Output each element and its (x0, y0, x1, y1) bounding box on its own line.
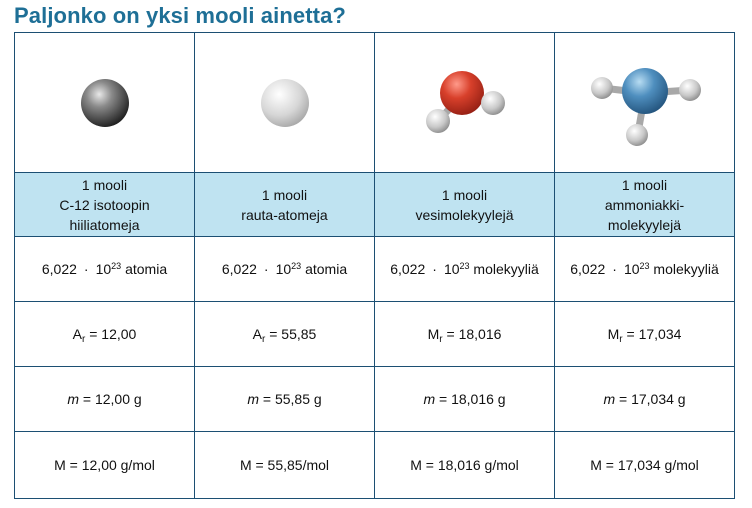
text-value: C-12 isotoopin (59, 196, 150, 213)
water-mass: m = 18,016 g (374, 366, 555, 432)
text-value: · (432, 261, 437, 277)
carbon-mass: m = 12,00 g (14, 366, 195, 432)
text-value: molekyylejä (607, 216, 682, 233)
text-value: = 55,85 g (259, 391, 322, 407)
text-value: atomia (305, 261, 348, 277)
text-value: · (263, 261, 269, 277)
text-value: 6,022 (41, 261, 77, 277)
carbon-atom-icon (80, 78, 129, 127)
text-value: 23 (111, 261, 122, 271)
ammonia-mass: m = 17,034 g (554, 366, 735, 432)
text-value: 1 mooli (81, 176, 128, 193)
text-value: r (619, 334, 623, 345)
text-value: = 12,00 (85, 326, 137, 342)
text-value: 1 mooli (441, 186, 488, 203)
text-value: ammoniakki- (604, 196, 685, 213)
water-molar-mass: M = 18,016 g/mol (374, 431, 555, 499)
text-value: m (247, 391, 259, 407)
text-value: r (82, 334, 86, 345)
text-value: r (262, 334, 266, 345)
ammonia-relative-mass: Mr = 17,034 (554, 301, 735, 367)
mass-row: m = 12,00 g m = 55,85 g m = 18,016 g m =… (14, 366, 735, 432)
iron-count: 6,022 · 1023 atomia (194, 236, 375, 302)
substance-name-row: 1 mooli C-12 isotoopin hiiliatomeja 1 mo… (14, 172, 735, 237)
ammonia-molecule-icon (590, 67, 701, 146)
text-value: = 18,016 (442, 326, 502, 342)
text-value: r (439, 334, 443, 345)
carbon-relative-mass: Ar = 12,00 (14, 301, 195, 367)
water-cell (374, 32, 555, 173)
text-value: 23 (639, 261, 650, 271)
mole-comparison-table: 1 mooli C-12 isotoopin hiiliatomeja 1 mo… (14, 32, 735, 499)
text-value: = 55,85 (265, 326, 317, 342)
molar-mass-row: M = 12,00 g/mol M = 55,85/mol M = 18,016… (14, 431, 735, 499)
water-molecule-icon (425, 70, 505, 133)
text-value: m (603, 391, 616, 407)
text-value: m (423, 391, 436, 407)
iron-cell (194, 32, 375, 173)
iron-relative-mass: Ar = 55,85 (194, 301, 375, 367)
text-value: 23 (459, 261, 470, 271)
iron-name: 1 mooli rauta-atomeja (194, 172, 375, 237)
water-relative-mass: Mr = 18,016 (374, 301, 555, 367)
text-value: 1 mooli (261, 186, 308, 203)
relative-mass-row: Ar = 12,00 Ar = 55,85 Mr = 18,016 Mr = 1… (14, 301, 735, 367)
ammonia-molar-mass: M = 17,034 g/mol (554, 431, 735, 499)
text-value: atomia (125, 261, 168, 277)
text-value: vesimolekyylejä (415, 206, 514, 223)
text-value: m (67, 391, 79, 407)
text-value: 6,022 (570, 261, 606, 277)
text-value: molekyyliä (473, 261, 539, 277)
carbon-name: 1 mooli C-12 isotoopin hiiliatomeja (14, 172, 195, 237)
text-value: A (72, 326, 82, 342)
text-value: · (612, 261, 617, 277)
text-value: = 17,034 g (615, 391, 686, 407)
text-value: 10 (275, 261, 292, 277)
text-value: M (607, 326, 620, 342)
particle-count-row: 6,022 · 1023 atomia 6,022 · 1023 atomia 6,02… (14, 236, 735, 302)
iron-mass: m = 55,85 g (194, 366, 375, 432)
text-value: 10 (95, 261, 112, 277)
ammonia-name: 1 mooli ammoniakki- molekyylejä (554, 172, 735, 237)
carbon-cell (14, 32, 195, 173)
text-value: rauta-atomeja (241, 206, 328, 223)
carbon-count: 6,022 · 1023 atomia (14, 236, 195, 302)
illustration-row (14, 32, 735, 173)
text-value: 6,022 (221, 261, 257, 277)
text-value: molekyyliä (653, 261, 719, 277)
text-value: M (427, 326, 440, 342)
text-value: A (252, 326, 262, 342)
text-value: = 17,034 (622, 326, 682, 342)
text-value: 10 (443, 261, 460, 277)
text-value: · (83, 261, 89, 277)
iron-atom-icon (260, 78, 309, 127)
water-name: 1 mooli vesimolekyylejä (374, 172, 555, 237)
text-value: 1 mooli (621, 176, 668, 193)
text-value: = 12,00 g (79, 391, 142, 407)
text-value: 10 (623, 261, 640, 277)
text-value: 23 (291, 261, 302, 271)
page-title: Paljonko on yksi mooli ainetta? (14, 3, 346, 28)
text-value: 6,022 (390, 261, 426, 277)
ammonia-count: 6,022 · 1023 molekyyliä (554, 236, 735, 302)
iron-molar-mass: M = 55,85/mol (194, 431, 375, 499)
ammonia-cell (554, 32, 735, 173)
text-value: = 18,016 g (435, 391, 506, 407)
carbon-molar-mass: M = 12,00 g/mol (14, 431, 195, 499)
water-count: 6,022 · 1023 molekyyliä (374, 236, 555, 302)
text-value: hiiliatomeja (69, 216, 140, 233)
